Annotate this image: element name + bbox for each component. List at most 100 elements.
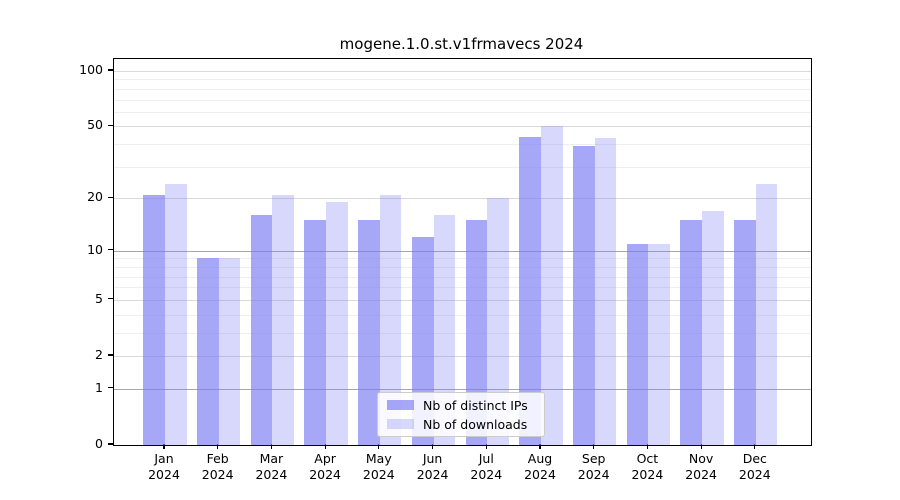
year-label: 2024 xyxy=(738,467,771,482)
legend-item-distinct-ips: Nb of distinct IPs xyxy=(387,398,544,413)
y-tick-mark xyxy=(108,249,113,251)
bar-downloads-jan xyxy=(165,184,187,445)
x-tick-label: Nov 2024 xyxy=(666,451,736,483)
bar-downloads-nov xyxy=(702,210,724,445)
gridline-major xyxy=(114,356,811,357)
y-tick-label: 50 xyxy=(87,117,103,133)
month-label: Mar xyxy=(259,451,284,466)
x-tick-mark xyxy=(324,444,326,449)
x-tick-label: Aug 2024 xyxy=(505,451,575,483)
year-label: 2024 xyxy=(685,467,717,482)
month-label: Oct xyxy=(636,451,659,466)
gridline-major xyxy=(114,299,811,301)
x-tick-mark xyxy=(270,444,272,449)
bar-distinct-ips-dec xyxy=(734,220,756,445)
x-tick-label: Jul 2024 xyxy=(451,451,521,483)
year-label: 2024 xyxy=(201,467,234,482)
gridline-minor xyxy=(114,79,811,81)
month-label: Apr xyxy=(314,451,336,466)
month-label: May xyxy=(365,451,392,466)
bar-distinct-ips-oct xyxy=(626,243,649,445)
year-label: 2024 xyxy=(524,467,556,482)
gridline-minor xyxy=(114,266,811,268)
chart-title: mogene.1.0.st.v1frmavecs 2024 xyxy=(339,35,584,53)
year-label: 2024 xyxy=(416,467,449,482)
year-label: 2024 xyxy=(255,467,288,482)
x-tick-mark xyxy=(378,444,380,449)
x-tick-mark xyxy=(700,444,702,449)
month-label: Jan xyxy=(154,451,174,466)
bar-downloads-aug xyxy=(541,126,563,445)
bar-downloads-jul xyxy=(487,198,509,445)
month-label: Jun xyxy=(422,451,443,466)
bar-downloads-jun xyxy=(433,215,456,445)
y-tick-label: 5 xyxy=(95,290,103,306)
legend-swatch-downloads xyxy=(387,419,414,429)
year-label: 2024 xyxy=(148,467,180,482)
x-tick-label: Dec 2024 xyxy=(720,451,790,483)
y-tick-mark xyxy=(108,387,113,389)
bar-downloads-mar xyxy=(272,194,295,445)
bar-distinct-ips-aug xyxy=(519,136,541,445)
gridline-minor xyxy=(114,258,811,260)
y-tick-mark xyxy=(108,443,113,445)
x-tick-mark xyxy=(539,444,541,449)
month-label: Aug xyxy=(527,451,553,466)
gridline-minor xyxy=(114,111,811,113)
y-tick-mark xyxy=(108,124,113,126)
bar-distinct-ips-may xyxy=(358,220,380,445)
gridline-minor xyxy=(114,332,811,334)
year-label: 2024 xyxy=(470,467,503,482)
bar-distinct-ips-jan xyxy=(143,194,165,445)
year-label: 2024 xyxy=(362,467,395,482)
year-label: 2024 xyxy=(577,467,610,482)
y-tick-mark xyxy=(108,354,113,356)
x-tick-label: Jun 2024 xyxy=(398,451,468,483)
legend-swatch-distinct-ips xyxy=(387,400,414,410)
x-tick-label: Oct 2024 xyxy=(612,451,682,483)
x-tick-mark xyxy=(163,444,165,449)
x-tick-label: Mar 2024 xyxy=(236,451,306,483)
gridline-minor xyxy=(114,287,811,289)
bar-downloads-may xyxy=(379,194,402,445)
legend-item-downloads: Nb of downloads xyxy=(387,417,544,432)
y-tick-label: 100 xyxy=(79,62,103,77)
bar-distinct-ips-jul xyxy=(465,220,488,445)
y-tick-label: 2 xyxy=(95,347,103,362)
y-tick-label: 1 xyxy=(95,379,103,395)
month-label: Jul xyxy=(478,451,494,466)
month-label: Dec xyxy=(742,451,767,466)
gridline-major xyxy=(114,71,811,72)
gridline-minor xyxy=(114,144,811,146)
bar-downloads-dec xyxy=(755,184,778,445)
x-tick-label: Apr 2024 xyxy=(290,451,360,483)
legend: Nb of distinct IPs Nb of downloads xyxy=(377,392,545,437)
y-tick-label: 10 xyxy=(87,241,103,257)
gridline-minor xyxy=(114,276,811,278)
gridline-major xyxy=(114,126,811,128)
gridline-minor xyxy=(114,166,811,168)
year-label: 2024 xyxy=(631,467,664,482)
x-tick-mark xyxy=(217,444,219,449)
plot-area xyxy=(113,58,812,446)
y-tick-label: 0 xyxy=(95,436,103,451)
y-tick-mark xyxy=(108,298,113,300)
gridline-major xyxy=(114,250,811,252)
x-tick-label: Jan 2024 xyxy=(129,451,199,483)
bar-distinct-ips-feb xyxy=(197,258,219,445)
x-tick-label: Feb 2024 xyxy=(183,451,253,483)
month-label: Nov xyxy=(688,451,714,466)
bar-distinct-ips-mar xyxy=(250,215,273,445)
bar-downloads-sep xyxy=(594,138,617,445)
gridline-minor xyxy=(114,99,811,101)
gridline-major xyxy=(114,198,811,200)
bar-distinct-ips-nov xyxy=(680,220,703,445)
y-tick-mark xyxy=(108,196,113,198)
legend-label-downloads: Nb of downloads xyxy=(423,416,528,432)
bar-downloads-feb xyxy=(218,258,241,445)
month-label: Sep xyxy=(581,451,606,466)
bar-distinct-ips-apr xyxy=(304,220,327,445)
bar-downloads-oct xyxy=(648,243,671,445)
x-tick-label: Sep 2024 xyxy=(559,451,629,483)
